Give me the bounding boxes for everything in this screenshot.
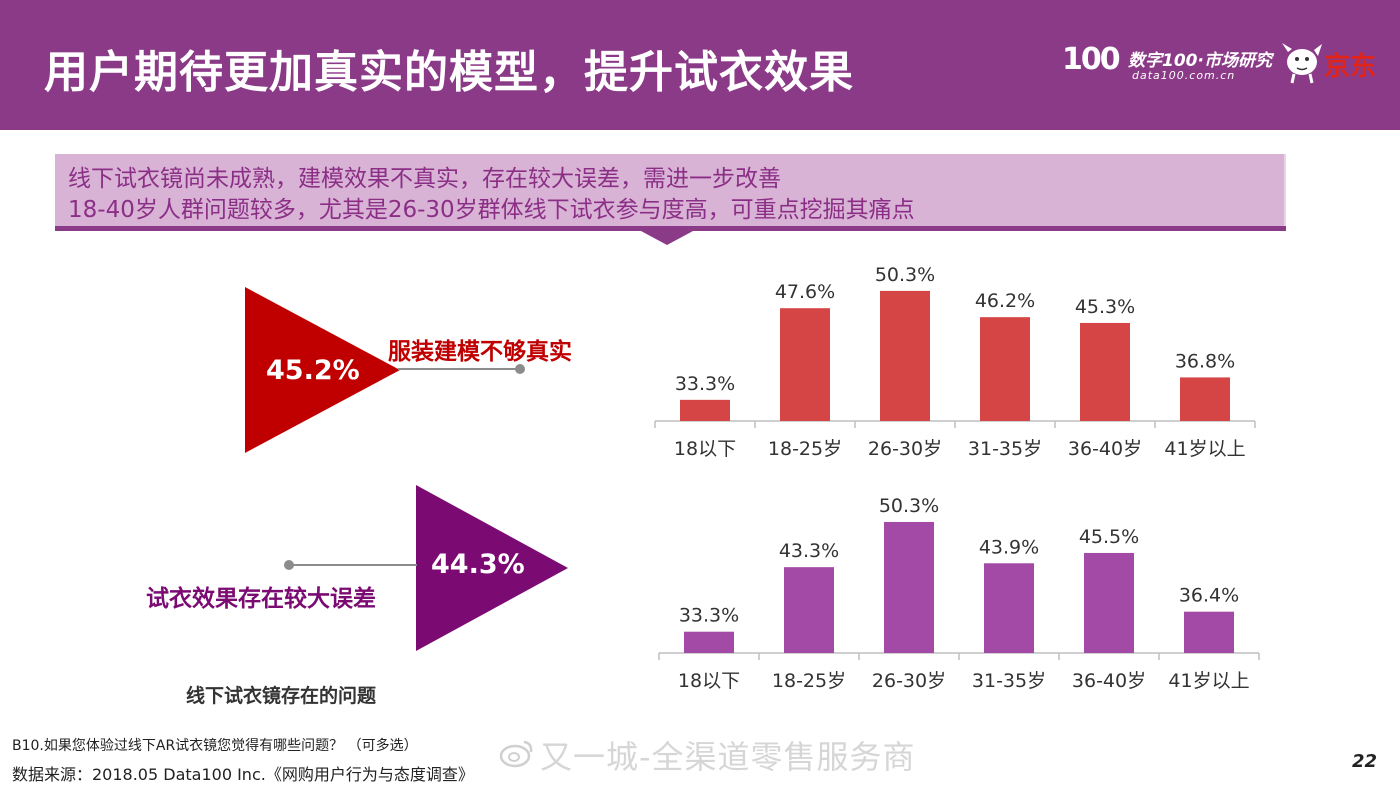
data100-logo: 100 [1062, 42, 1121, 77]
chart-2-category-label: 18-25岁 [772, 670, 846, 692]
chart-2-data-label: 33.3% [679, 605, 739, 627]
issue-1-connector [398, 368, 520, 370]
chart-1-category-label: 31-35岁 [968, 438, 1042, 460]
chart-2-category-label: 26-30岁 [872, 670, 946, 692]
chart-2-bar [684, 631, 734, 653]
header-bar: 用户期待更加真实的模型，提升试衣效果 100 数字100·市场研究 data10… [0, 0, 1400, 130]
banner-pointer [641, 231, 693, 245]
chart-2-category-label: 31-35岁 [972, 670, 1046, 692]
issue-2-label: 试衣效果存在较大误差 [146, 586, 376, 612]
jd-dog-logo-icon [1282, 43, 1322, 84]
page-number: 22 [1352, 751, 1378, 772]
chart-1-bar [780, 308, 830, 421]
chart-2-category-label: 41岁以上 [1168, 670, 1249, 692]
watermark-text: 又一城-全渠道零售服务商 [540, 738, 916, 776]
chart-1-data-label: 33.3% [675, 373, 735, 395]
chart-1-bar [1080, 322, 1130, 421]
chart-1-data-label: 47.6% [775, 281, 835, 303]
data-source: 数据来源：2018.05 Data100 Inc.《网购用户行为与态度调查》 [12, 765, 474, 784]
chart-1-data-label: 46.2% [975, 290, 1035, 312]
chart-2-data-label: 43.3% [779, 540, 839, 562]
chart-2-bar [1084, 552, 1134, 653]
issue-1-value: 45.2% [266, 355, 360, 386]
data100-logo-text: 数字100·市场研究 [1128, 51, 1272, 71]
issue-1-label: 服装建模不够真实 [388, 339, 572, 365]
jd-logo-text: 京东 [1324, 52, 1377, 82]
data100-logo-url: data100.com.cn [1132, 69, 1236, 82]
banner-line-2: 18-40岁人群问题较多，尤其是26-30岁群体线下试衣参与度高，可重点挖掘其痛… [68, 197, 915, 223]
section-caption: 线下试衣镜存在的问题 [186, 685, 377, 707]
chart-2-data-label: 36.4% [1179, 585, 1239, 607]
banner-line-1: 线下试衣镜尚未成熟，建模效果不真实，存在较大误差，需进一步改善 [68, 166, 781, 192]
chart-1-bar [1180, 377, 1230, 421]
issue-2-triangle [416, 485, 568, 651]
chart-1-category-label: 41岁以上 [1164, 438, 1245, 460]
chart-2-data-label: 50.3% [879, 495, 939, 517]
chart-1-category-label: 36-40岁 [1068, 438, 1142, 460]
chart-1-bar [680, 399, 730, 421]
summary-banner [55, 154, 1286, 226]
chart-2-bar [1184, 611, 1234, 653]
question-footnote: B10.如果您体验过线下AR试衣镜您觉得有哪些问题？ （可多选） [12, 738, 418, 754]
issue-1-dot [515, 364, 525, 374]
chart-1-data-label: 50.3% [875, 264, 935, 286]
chart-2-category-label: 18以下 [678, 670, 740, 692]
issue-2-connector [289, 564, 417, 566]
banner-underline [55, 226, 1286, 231]
chart-1-category-label: 18-25岁 [768, 438, 842, 460]
issue-1-triangle [245, 287, 400, 453]
chart-2-bar [884, 521, 934, 653]
issue-2-value: 44.3% [431, 549, 525, 580]
chart-2-category-label: 36-40岁 [1072, 670, 1146, 692]
chart-1-data-label: 36.8% [1175, 350, 1235, 372]
chart-1-data-label: 45.3% [1075, 296, 1135, 318]
logo-group: 100 数字100·市场研究 data100.com.cn 京东 [1058, 40, 1388, 90]
chart-2-data-label: 43.9% [979, 536, 1039, 558]
page-title: 用户期待更加真实的模型，提升试衣效果 [44, 47, 854, 98]
chart-1-bar [980, 317, 1030, 421]
chart-2-bar [984, 563, 1034, 653]
chart-2-data-label: 45.5% [1079, 526, 1139, 548]
chart-1-category-label: 26-30岁 [868, 438, 942, 460]
chart-1-bar [880, 290, 930, 421]
chart-1-category-label: 18以下 [674, 438, 736, 460]
chart-2-bar [784, 567, 834, 653]
weibo-watermark-icon [499, 740, 533, 768]
issue-2-dot [284, 560, 294, 570]
